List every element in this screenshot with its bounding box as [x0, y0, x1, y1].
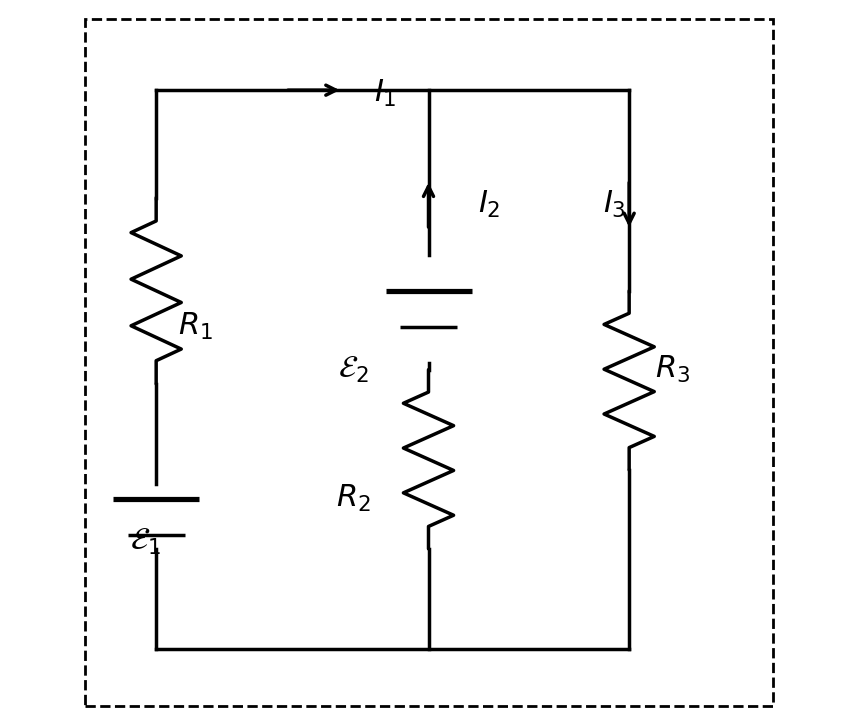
Text: $\mathit{I}_1$: $\mathit{I}_1$	[375, 78, 397, 109]
Text: $\mathit{R}_1$: $\mathit{R}_1$	[178, 311, 213, 342]
Text: $\mathit{I}_3$: $\mathit{I}_3$	[603, 189, 626, 220]
Text: $\mathcal{E}_2$: $\mathcal{E}_2$	[338, 355, 369, 385]
FancyBboxPatch shape	[85, 19, 772, 706]
Text: $\mathit{R}_3$: $\mathit{R}_3$	[655, 354, 690, 385]
Text: $\mathcal{E}_1$: $\mathcal{E}_1$	[130, 526, 161, 558]
Text: $\mathit{I}_2$: $\mathit{I}_2$	[478, 189, 500, 220]
Text: $\mathit{R}_2$: $\mathit{R}_2$	[336, 483, 370, 514]
